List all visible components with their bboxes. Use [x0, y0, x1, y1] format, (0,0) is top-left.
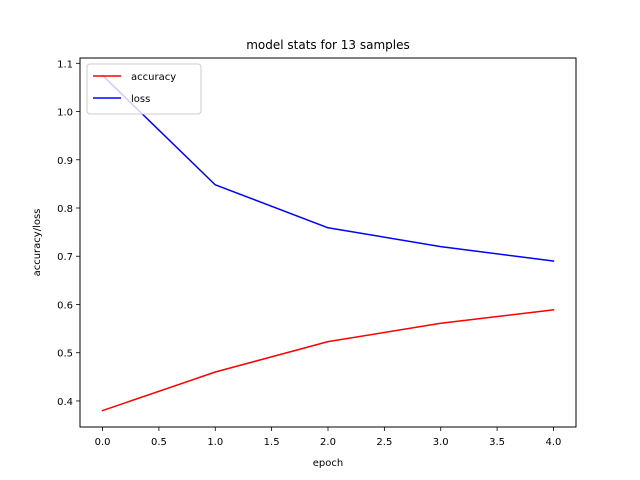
- x-axis-label: epoch: [313, 458, 343, 469]
- x-tick-label: 3.5: [489, 437, 505, 448]
- chart-title: model stats for 13 samples: [246, 38, 410, 52]
- x-tick-label: 1.0: [207, 437, 223, 448]
- y-tick-label: 0.4: [57, 397, 73, 408]
- y-tick-label: 0.5: [57, 349, 73, 360]
- x-axis: 0.0 0.5 1.0 1.5 2.0 2.5 3.0 3.5 4.0: [95, 427, 562, 448]
- series-line-loss: [101, 74, 555, 262]
- y-tick-label: 0.6: [57, 300, 73, 311]
- y-tick-label: 0.7: [57, 252, 73, 263]
- legend-label-loss: loss: [131, 94, 150, 105]
- series-layer: [101, 74, 555, 412]
- y-tick-label: 1.0: [57, 108, 73, 119]
- x-tick-label: 0.5: [151, 437, 167, 448]
- y-axis: 0.4 0.5 0.6 0.7 0.8 0.9 1.0 1.1: [57, 59, 80, 408]
- x-tick-label: 2.0: [320, 437, 336, 448]
- y-tick-label: 0.9: [57, 156, 73, 167]
- y-tick-label: 1.1: [57, 59, 73, 70]
- legend-label-accuracy: accuracy: [131, 72, 176, 83]
- plot-area: [80, 58, 576, 427]
- x-tick-label: 0.0: [95, 437, 111, 448]
- y-tick-label: 0.8: [57, 204, 73, 215]
- x-tick-label: 2.5: [376, 437, 392, 448]
- series-line-accuracy: [101, 308, 555, 412]
- x-tick-label: 4.0: [546, 437, 562, 448]
- y-axis-label: accuracy/loss: [32, 209, 43, 277]
- x-tick-label: 3.0: [433, 437, 449, 448]
- legend: accuracy loss: [86, 63, 202, 115]
- x-tick-label: 1.5: [264, 437, 280, 448]
